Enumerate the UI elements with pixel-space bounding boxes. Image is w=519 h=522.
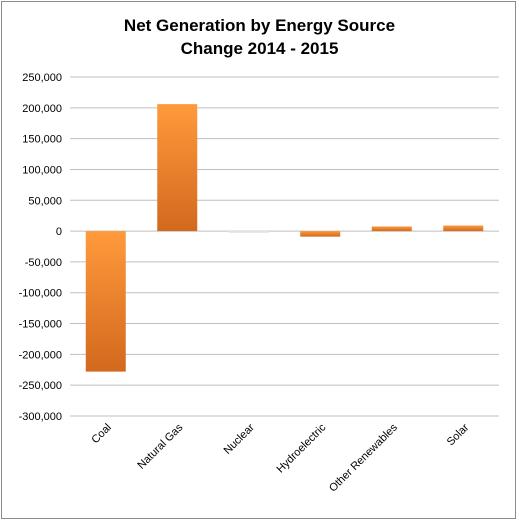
- y-tick-label: 0: [56, 226, 62, 238]
- y-axis-ticks: 250,000 200,000 150,000 100,000 50,000 0 -50,0…: [19, 72, 62, 423]
- x-tick-label: Coal: [89, 422, 113, 446]
- y-tick-label: 100,000: [22, 164, 62, 176]
- y-tick-label: 200,000: [22, 103, 62, 115]
- x-axis-ticks: Coal Natural Gas Nuclear HydroelectricOther…: [89, 421, 471, 494]
- bar-other-renewables: [371, 226, 412, 232]
- bar-solar: [443, 225, 484, 232]
- x-tick-label: Solar: [445, 421, 472, 448]
- y-tick-label: -300,000: [19, 411, 62, 423]
- y-tick-label: -100,000: [19, 288, 62, 300]
- x-tick-label: Natural Gas: [135, 421, 185, 471]
- bar-hydroelectric: [300, 231, 341, 237]
- x-tick-label: Nuclear: [222, 421, 258, 457]
- y-tick-label: 50,000: [28, 195, 62, 207]
- chart-subtitle: Change 2014 - 2015: [180, 39, 339, 58]
- bar-coal: [85, 231, 126, 372]
- y-tick-label: -250,000: [19, 380, 62, 392]
- y-tick-label: 150,000: [22, 134, 62, 146]
- chart-title: Net Generation by Energy Source: [123, 16, 396, 35]
- x-tick-label: Other Renewables: [327, 421, 400, 494]
- bars: [85, 104, 484, 372]
- y-tick-label: 250,000: [22, 72, 62, 84]
- bar-natural-gas: [157, 104, 198, 232]
- y-tick-label: -200,000: [19, 349, 62, 361]
- gridlines: [70, 76, 499, 417]
- y-tick-label: -50,000: [25, 257, 62, 269]
- bar-nuclear: [228, 231, 269, 233]
- x-tick-label: Hydroelectric: [274, 421, 328, 475]
- y-tick-label: -150,000: [19, 319, 62, 331]
